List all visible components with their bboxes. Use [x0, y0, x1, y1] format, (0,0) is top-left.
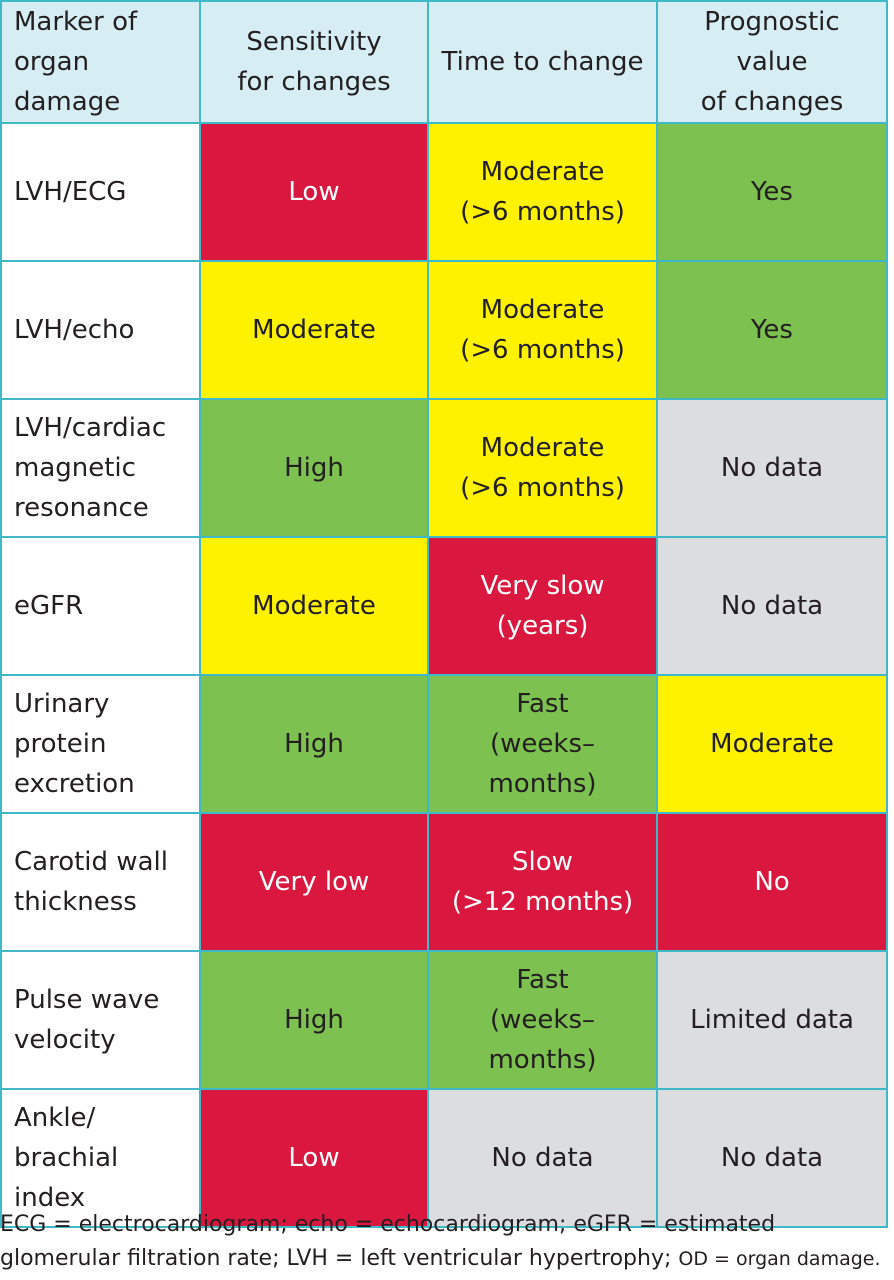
sensitivity-cell: Very low [199, 812, 429, 952]
table-row: Ankle/ brachial index Low No data No data [0, 1088, 888, 1228]
marker-cell: LVH/echo [0, 260, 201, 400]
header-sensitivity: Sensitivity for changes [199, 0, 429, 124]
prognostic-cell: Moderate [656, 674, 888, 814]
marker-cell: LVH/cardiac magnetic resonance [0, 398, 201, 538]
sensitivity-cell: Low [199, 1088, 429, 1228]
time-to-change-cell: No data [427, 1088, 658, 1228]
sensitivity-cell: Moderate [199, 260, 429, 400]
sensitivity-cell: Moderate [199, 536, 429, 676]
table-row: LVH/ECG Low Moderate (>6 months) Yes [0, 122, 888, 262]
organ-damage-table-container: Marker of organ damage Sensitivity for c… [0, 0, 888, 1228]
prognostic-cell: Yes [656, 122, 888, 262]
table-footnote: ECG = electrocardiogram; echo = echocard… [0, 1208, 894, 1276]
time-to-change-cell: Moderate (>6 months) [427, 398, 658, 538]
table-row: Carotid wall thickness Very low Slow (>12 … [0, 812, 888, 952]
marker-cell: eGFR [0, 536, 201, 676]
table-row: LVH/cardiac magnetic resonance High Modera… [0, 398, 888, 538]
prognostic-cell: No data [656, 536, 888, 676]
table-body: LVH/ECG Low Moderate (>6 months) Yes LVH/ech… [0, 122, 888, 1228]
prognostic-cell: Limited data [656, 950, 888, 1090]
table-row: eGFR Moderate Very slow (years) No data [0, 536, 888, 676]
time-to-change-cell: Moderate (>6 months) [427, 122, 658, 262]
time-to-change-cell: Fast (weeks–months) [427, 674, 658, 814]
sensitivity-cell: Low [199, 122, 429, 262]
prognostic-cell: Yes [656, 260, 888, 400]
marker-cell: Ankle/ brachial index [0, 1088, 201, 1228]
table-header-row: Marker of organ damage Sensitivity for c… [0, 0, 888, 124]
prognostic-cell: No data [656, 1088, 888, 1228]
header-prognostic-value: Prognostic value of changes [656, 0, 888, 124]
time-to-change-cell: Very slow (years) [427, 536, 658, 676]
organ-damage-table: Marker of organ damage Sensitivity for c… [0, 0, 888, 1228]
header-time-to-change: Time to change [427, 0, 658, 124]
header-marker: Marker of organ damage [0, 0, 201, 124]
marker-cell: Carotid wall thickness [0, 812, 201, 952]
time-to-change-cell: Fast (weeks–months) [427, 950, 658, 1090]
marker-cell: Urinary protein excretion [0, 674, 201, 814]
sensitivity-cell: High [199, 950, 429, 1090]
sensitivity-cell: High [199, 398, 429, 538]
sensitivity-cell: High [199, 674, 429, 814]
footnote-tail: OD = organ damage. [678, 1248, 881, 1270]
table-row: Pulse wave velocity High Fast (weeks–month… [0, 950, 888, 1090]
table-row: LVH/echo Moderate Moderate (>6 months) Yes [0, 260, 888, 400]
time-to-change-cell: Slow (>12 months) [427, 812, 658, 952]
time-to-change-cell: Moderate (>6 months) [427, 260, 658, 400]
table-row: Urinary protein excretion High Fast (weeks… [0, 674, 888, 814]
marker-cell: LVH/ECG [0, 122, 201, 262]
prognostic-cell: No data [656, 398, 888, 538]
marker-cell: Pulse wave velocity [0, 950, 201, 1090]
footnote-main: ECG = electrocardiogram; echo = echocard… [0, 1212, 776, 1271]
prognostic-cell: No [656, 812, 888, 952]
